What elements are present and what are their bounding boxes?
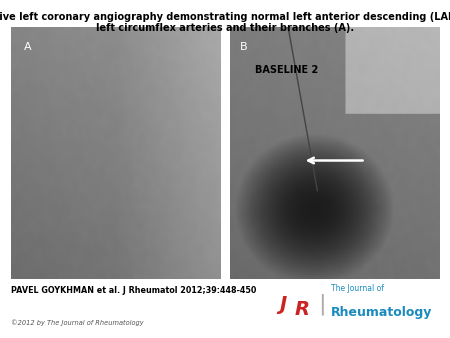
Text: J: J: [279, 295, 286, 314]
Text: The Journal of: The Journal of: [331, 285, 384, 293]
Text: Selective left coronary angiography demonstrating normal left anterior descendin: Selective left coronary angiography demo…: [0, 12, 450, 33]
Text: ©2012 by The Journal of Rheumatology: ©2012 by The Journal of Rheumatology: [11, 319, 144, 326]
Text: R: R: [295, 300, 310, 319]
Text: PAVEL GOYKHMAN et al. J Rheumatol 2012;39:448-450: PAVEL GOYKHMAN et al. J Rheumatol 2012;3…: [11, 286, 256, 295]
Text: BASELINE 2: BASELINE 2: [255, 65, 318, 75]
Text: A: A: [24, 42, 32, 52]
Text: B: B: [240, 42, 248, 52]
Text: Rheumatology: Rheumatology: [331, 306, 432, 319]
Text: |: |: [318, 293, 325, 315]
